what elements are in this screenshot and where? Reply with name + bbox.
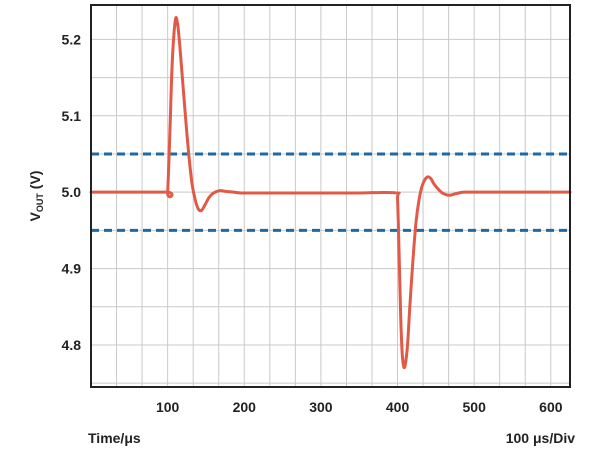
x-tick-label: 400 xyxy=(386,399,410,415)
y-tick-label: 5.2 xyxy=(62,31,82,47)
y-axis-label-main: V xyxy=(27,211,43,221)
y-tick-label: 5.0 xyxy=(62,184,82,200)
x-tick-label: 200 xyxy=(233,399,257,415)
y-axis-label-sub: OUT xyxy=(35,193,45,213)
y-axis-label: VOUT (V) xyxy=(27,171,45,222)
y-tick-label: 4.8 xyxy=(62,337,82,353)
y-axis-label-unit: (V) xyxy=(27,171,43,194)
x-tick-labels: 100 200 300 400 500 600 xyxy=(156,399,563,415)
reference-lines xyxy=(91,152,570,232)
x-axis-label: Time/μs xyxy=(88,430,141,446)
y-tick-labels: 4.8 4.9 5.0 5.1 5.2 xyxy=(62,31,82,353)
x-tick-label: 100 xyxy=(156,399,180,415)
series-layer xyxy=(89,16,572,370)
x-tick-label: 300 xyxy=(309,399,333,415)
series-line-1 xyxy=(89,16,572,370)
plot-frame xyxy=(90,4,571,388)
grid-layer xyxy=(91,5,570,387)
y-tick-label: 4.9 xyxy=(62,261,82,277)
x-tick-label: 500 xyxy=(463,399,487,415)
y-tick-label: 5.1 xyxy=(62,108,82,124)
x-scale-label: 100 μs/Div xyxy=(506,430,575,446)
x-tick-label: 600 xyxy=(539,399,563,415)
